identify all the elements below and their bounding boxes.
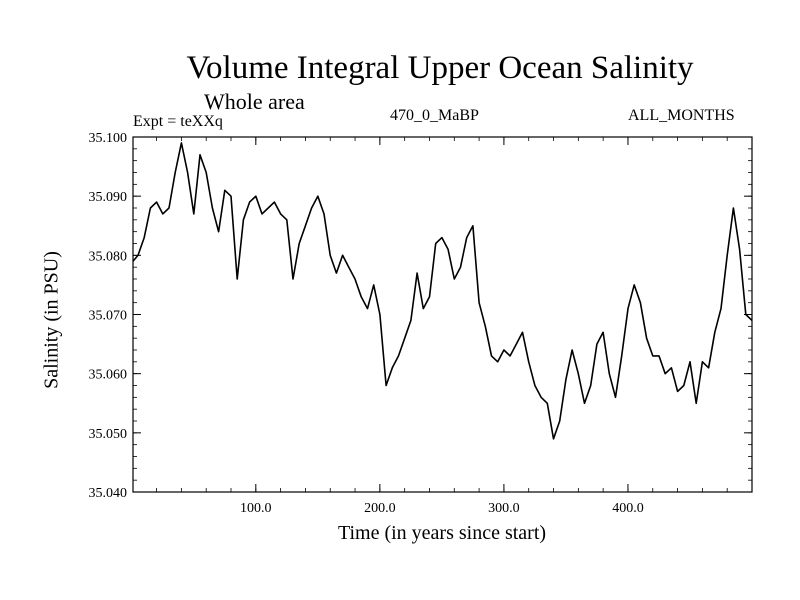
x-tick-label: 100.0 bbox=[240, 501, 272, 516]
chart-title: Volume Integral Upper Ocean Salinity bbox=[186, 50, 694, 86]
y-tick-label: 35.070 bbox=[89, 309, 128, 324]
y-tick-label: 35.040 bbox=[89, 486, 128, 501]
months-label: ALL_MONTHS bbox=[628, 107, 735, 124]
x-tick-label: 200.0 bbox=[364, 501, 396, 516]
x-axis-label: Time (in years since start) bbox=[337, 522, 547, 544]
x-tick-label: 400.0 bbox=[612, 501, 644, 516]
experiment-label: Expt = teXXq bbox=[133, 113, 223, 130]
series-line-salinity bbox=[132, 142, 753, 440]
y-tick-label: 35.060 bbox=[89, 368, 128, 383]
y-tick-label: 35.090 bbox=[89, 190, 128, 205]
x-tick-label: 300.0 bbox=[488, 501, 520, 516]
y-tick-label: 35.050 bbox=[89, 427, 128, 442]
y-axis-label: Salinity (in PSU) bbox=[40, 251, 63, 389]
y-tick-label: 35.100 bbox=[89, 131, 128, 146]
period-label: 470_0_MaBP bbox=[390, 107, 479, 124]
y-tick-label: 35.080 bbox=[89, 249, 128, 264]
chart-subtitle: Whole area bbox=[204, 89, 305, 114]
